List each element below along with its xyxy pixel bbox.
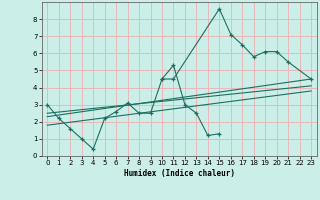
X-axis label: Humidex (Indice chaleur): Humidex (Indice chaleur) xyxy=(124,169,235,178)
